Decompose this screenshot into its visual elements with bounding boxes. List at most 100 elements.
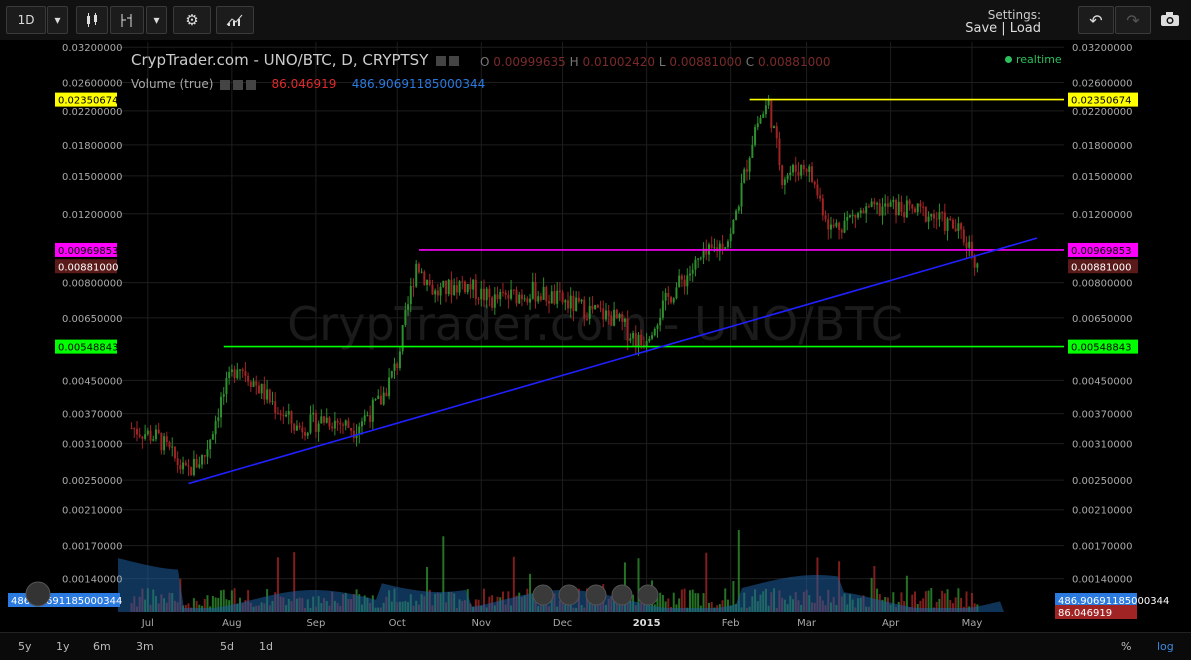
candle-body — [569, 295, 572, 309]
settings-gear-button[interactable]: ⚙ — [173, 6, 211, 34]
candle-body — [276, 412, 279, 414]
indicators-button[interactable] — [110, 6, 144, 34]
candle-body — [838, 222, 841, 230]
range-1d[interactable]: 1d — [259, 640, 273, 653]
candle-body — [163, 436, 166, 451]
gear-icon[interactable] — [449, 55, 460, 66]
x-tick-label: Nov — [471, 618, 491, 629]
eye-icon[interactable] — [436, 55, 447, 66]
candles-style-button[interactable] — [76, 6, 108, 34]
indicators-dropdown-button[interactable]: ▾ — [146, 6, 167, 34]
range-5d[interactable]: 5d — [220, 640, 234, 653]
interval-button[interactable]: 1D — [6, 6, 46, 34]
candle-body — [138, 434, 141, 437]
candle-body — [962, 229, 965, 243]
candle-body — [889, 202, 892, 207]
undo-button[interactable]: ↶ — [1078, 6, 1114, 34]
candle-body — [672, 298, 675, 303]
candle-body — [667, 293, 670, 297]
x-tick-label: Apr — [882, 618, 900, 629]
candle-body — [792, 164, 795, 173]
candle-body — [526, 298, 529, 303]
line-badge-right-label: 0.00548843 — [1071, 343, 1131, 354]
candle-body — [770, 99, 773, 129]
candle-body — [895, 199, 898, 216]
legend-title: CrypTrader.com - UNO/BTC, D, CRYPTSY — [131, 51, 429, 69]
volume-bar — [225, 599, 228, 612]
y-tick-label-left: 0.02200000 — [62, 107, 122, 118]
candle-body — [862, 210, 865, 214]
candle-body — [610, 315, 613, 326]
candle-body — [941, 212, 944, 214]
candle-body — [453, 285, 456, 295]
y-tick-label-right: 0.00170000 — [1072, 542, 1132, 553]
x-tick-label: May — [962, 618, 983, 629]
candle-body — [751, 144, 754, 158]
candle-body — [905, 200, 908, 218]
volume-bar — [672, 592, 675, 612]
y-tick-label-right: 0.01200000 — [1072, 210, 1132, 221]
y-tick-label-right: 0.02200000 — [1072, 107, 1132, 118]
candle-body — [762, 114, 765, 118]
candle-body — [287, 411, 290, 415]
y-tick-label-right: 0.00250000 — [1072, 476, 1132, 487]
range-6m[interactable]: 6m — [93, 640, 111, 653]
candle-body — [374, 399, 377, 401]
navigation-buttons[interactable] — [25, 581, 659, 607]
range-1y[interactable]: 1y — [56, 640, 70, 653]
range-5y[interactable]: 5y — [18, 640, 32, 653]
volume-badge-right-b-box — [1055, 605, 1137, 619]
y-tick-label-right: 0.00370000 — [1072, 410, 1132, 421]
candle-body — [737, 206, 740, 211]
candle-body — [935, 218, 938, 220]
volume-bar — [187, 603, 190, 612]
range-3m[interactable]: 3m — [136, 640, 154, 653]
candle-body — [141, 436, 144, 439]
candle-body — [900, 201, 903, 213]
save-load-link[interactable]: Save | Load — [965, 21, 1041, 36]
volume-bar — [637, 558, 640, 612]
candle-body — [878, 203, 881, 216]
candle-body — [651, 335, 654, 339]
chart-properties-button[interactable] — [216, 6, 254, 34]
volume-bar — [702, 593, 705, 612]
percent-toggle[interactable]: % — [1121, 640, 1132, 653]
candle-body — [398, 351, 401, 369]
settings-save-load[interactable]: Settings: Save | Load — [965, 8, 1041, 36]
candle-body — [501, 291, 504, 293]
price-badges: 0.02350674 0.02350674 0.00969853 0.00969853… — [8, 92, 1169, 619]
candle-body — [537, 296, 540, 302]
log-toggle[interactable]: log — [1157, 640, 1174, 653]
interval-dropdown-button[interactable]: ▾ — [47, 6, 68, 34]
high-value: 0.01002420 — [582, 55, 656, 69]
close-icon[interactable] — [246, 79, 257, 90]
candle-body — [932, 213, 935, 219]
candle-body — [973, 255, 976, 268]
x-tick-label: Aug — [222, 618, 242, 629]
eye-icon[interactable] — [220, 79, 231, 90]
volume-bar — [732, 581, 735, 612]
candle-body — [781, 165, 784, 185]
candle-body — [713, 247, 716, 249]
candle-body — [916, 203, 919, 213]
candle-body — [819, 195, 822, 199]
candle-body — [550, 291, 553, 304]
price-chart[interactable]: CrypTrader.com - UNO/BTC 0.03200000 0.032… — [0, 40, 1191, 632]
trendline-layer[interactable] — [188, 237, 1038, 485]
candle-body — [312, 412, 315, 415]
x-tick-label: Dec — [553, 618, 572, 629]
candle-body — [778, 138, 781, 166]
candle-body — [922, 206, 925, 208]
candle-body — [783, 179, 786, 185]
gear-icon[interactable] — [233, 79, 244, 90]
candle-body — [458, 281, 461, 293]
candle-body — [282, 414, 285, 417]
candle-body — [409, 286, 412, 305]
horizontal-lines[interactable] — [223, 98, 1064, 348]
candle-body — [301, 427, 304, 433]
candle-body — [344, 420, 347, 426]
candle-body — [225, 377, 228, 395]
redo-button[interactable]: ↷ — [1115, 6, 1151, 34]
volume-bar — [710, 601, 713, 612]
camera-button[interactable] — [1160, 11, 1180, 30]
